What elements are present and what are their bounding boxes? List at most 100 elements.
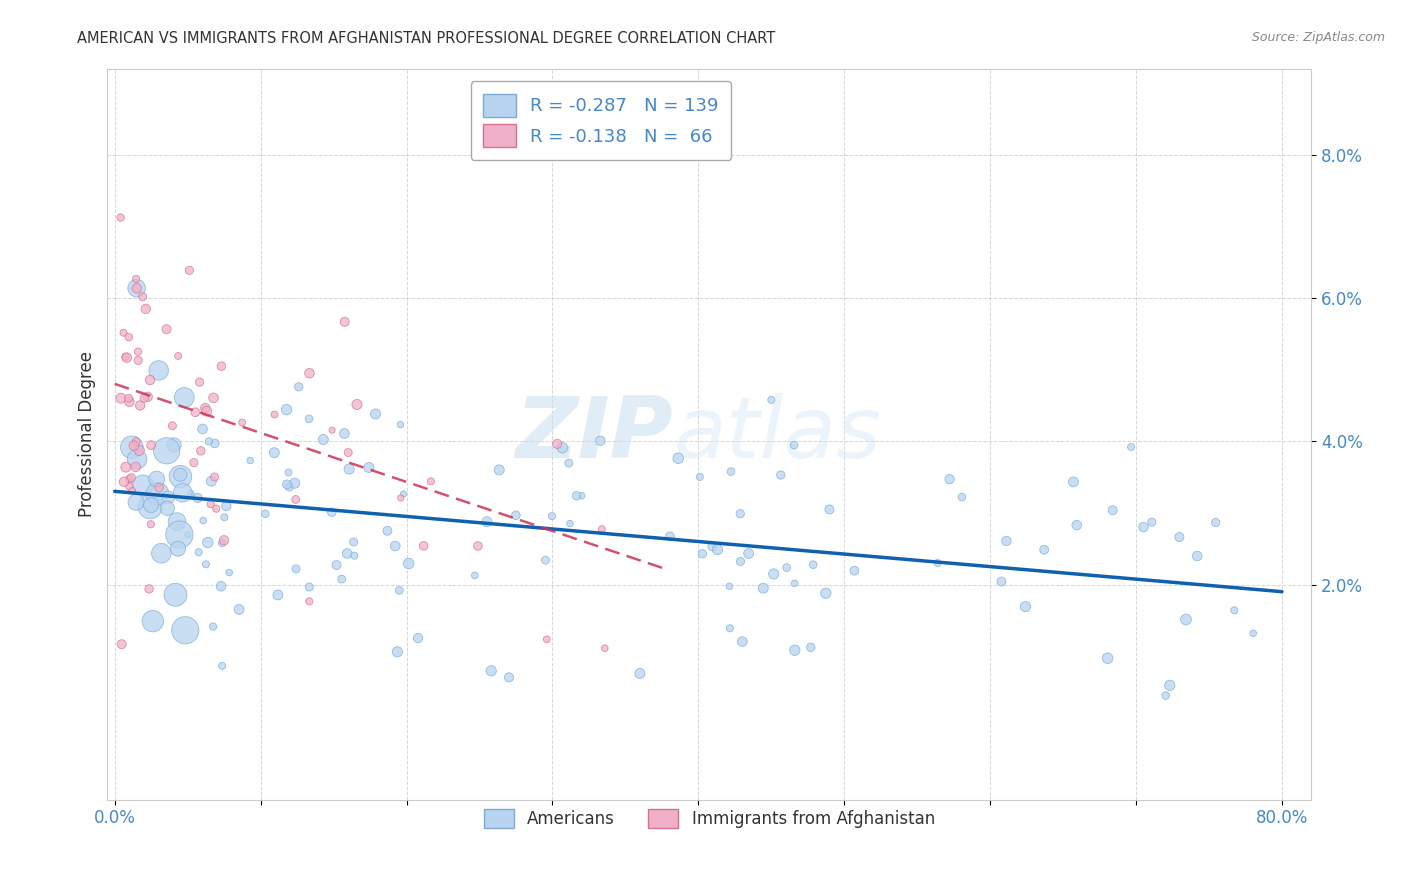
Point (263, 408, 285, 422)
Point (187, 491, 209, 505)
Point (1119, 440, 1142, 454)
Point (184, 405, 207, 419)
Point (157, 491, 180, 505)
Point (730, 554, 752, 568)
Point (169, 527, 191, 541)
Point (571, 489, 593, 503)
Point (267, 588, 290, 602)
Point (202, 619, 225, 633)
Point (995, 533, 1018, 548)
Point (1033, 542, 1056, 557)
Point (131, 290, 153, 304)
Point (589, 434, 612, 448)
Point (239, 453, 262, 467)
Point (706, 542, 728, 557)
Point (263, 445, 285, 459)
Point (169, 467, 191, 482)
Point (337, 445, 360, 459)
Point (389, 417, 412, 432)
Point (111, 637, 134, 651)
Point (558, 516, 581, 531)
Text: ZIP: ZIP (516, 392, 673, 475)
Point (125, 495, 148, 509)
Point (1187, 549, 1209, 563)
Point (769, 468, 792, 483)
Point (155, 322, 177, 336)
Point (209, 579, 232, 593)
Point (125, 452, 148, 467)
Point (187, 545, 209, 559)
Point (1097, 651, 1119, 665)
Point (200, 474, 222, 488)
Point (406, 631, 429, 645)
Point (844, 564, 866, 578)
Point (783, 576, 806, 591)
Legend: Americans, Immigrants from Afghanistan: Americans, Immigrants from Afghanistan (477, 803, 942, 835)
Point (114, 350, 136, 364)
Point (118, 472, 141, 486)
Point (136, 390, 159, 404)
Point (167, 349, 190, 363)
Point (139, 500, 162, 514)
Point (321, 423, 343, 437)
Point (392, 487, 415, 501)
Point (212, 533, 235, 548)
Point (464, 568, 486, 582)
Point (138, 582, 160, 596)
Point (276, 477, 298, 491)
Point (1223, 603, 1246, 617)
Point (125, 434, 148, 449)
Point (148, 481, 170, 495)
Point (321, 505, 343, 519)
Point (142, 614, 165, 628)
Point (118, 330, 141, 344)
Point (125, 459, 148, 474)
Point (1205, 516, 1227, 530)
Point (689, 470, 711, 484)
Point (593, 641, 616, 656)
Point (284, 476, 307, 491)
Point (1140, 515, 1163, 529)
Point (927, 556, 949, 570)
Point (277, 466, 299, 480)
Point (343, 549, 366, 563)
Point (148, 363, 170, 377)
Point (333, 315, 356, 329)
Point (195, 404, 218, 418)
Point (731, 634, 754, 648)
Point (172, 485, 194, 500)
Point (776, 560, 799, 574)
Point (156, 443, 179, 458)
Point (198, 434, 221, 449)
Point (121, 440, 143, 454)
Text: AMERICAN VS IMMIGRANTS FROM AFGHANISTAN PROFESSIONAL DEGREE CORRELATION CHART: AMERICAN VS IMMIGRANTS FROM AFGHANISTAN … (77, 31, 776, 46)
Point (132, 478, 155, 492)
Y-axis label: Professional Degree: Professional Degree (79, 351, 96, 517)
Point (146, 486, 169, 500)
Point (200, 497, 222, 511)
Point (591, 522, 613, 536)
Point (498, 670, 520, 684)
Text: atlas: atlas (673, 392, 882, 475)
Point (209, 359, 232, 374)
Point (534, 553, 557, 567)
Point (1159, 678, 1181, 692)
Point (134, 391, 156, 405)
Point (330, 572, 353, 586)
Point (357, 460, 380, 475)
Point (174, 624, 197, 638)
Point (211, 658, 233, 673)
Point (337, 462, 360, 476)
Point (950, 490, 973, 504)
Point (346, 397, 368, 411)
Point (1154, 689, 1177, 703)
Point (1101, 503, 1123, 517)
Point (218, 566, 240, 580)
Point (298, 366, 321, 380)
Point (551, 441, 574, 455)
Point (183, 456, 205, 470)
Point (718, 621, 741, 635)
Point (336, 547, 359, 561)
Point (145, 472, 167, 486)
Point (762, 566, 785, 581)
